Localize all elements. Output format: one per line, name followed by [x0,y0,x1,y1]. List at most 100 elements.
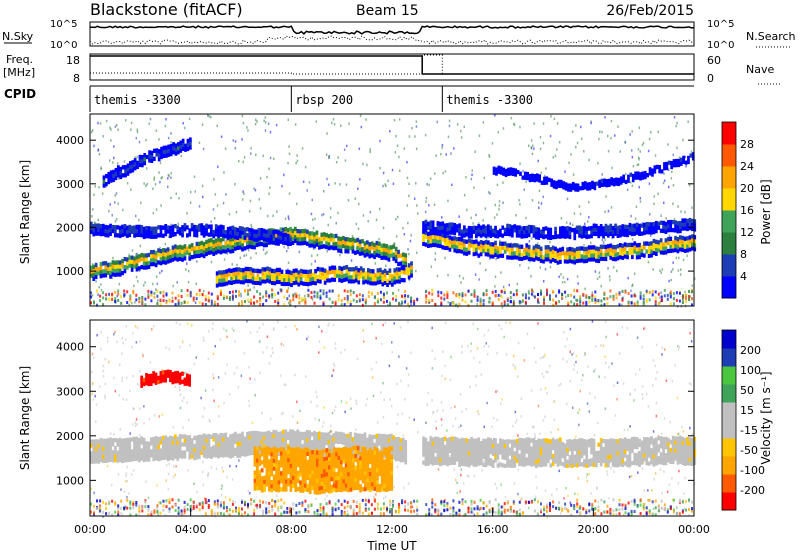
near-range-cell [497,509,500,513]
noise-cell [594,368,596,371]
data-cell [645,249,649,254]
data-cell [566,247,569,252]
data-cell [595,258,598,263]
noise-cell [269,156,272,160]
noise-cell [287,261,290,264]
near-range-cell [376,507,379,510]
noise-cell [441,500,444,504]
noise-cell [128,492,130,495]
near-range-cell [373,296,376,300]
near-range-cell [576,298,579,302]
near-range-cell [96,507,98,510]
data-cell [186,250,189,255]
data-cell [225,277,229,282]
near-range-cell [277,506,280,509]
noise-cell [493,510,496,514]
noise-cell [249,210,251,213]
noise-cell [95,280,97,283]
data-cell [326,274,329,279]
near-range-cell [612,294,615,298]
noise-cell [223,258,226,261]
noise-cell [549,265,552,269]
noise-cell [672,202,674,205]
data-cell [231,229,235,234]
near-range-cell [455,511,458,515]
data-cell [527,228,531,234]
noise-cell [365,118,367,121]
noise-cell [312,247,315,251]
data-cell [564,186,568,191]
data-cell [535,244,538,249]
data-cell [470,239,473,244]
data-cell [368,254,372,259]
data-cell [141,163,144,168]
data-cell [507,167,510,172]
data-cell [622,174,625,179]
data-cell [301,233,304,238]
data-cell [309,281,313,286]
data-cell [333,265,337,270]
near-range-cell [93,301,95,305]
noise-cell [472,322,474,326]
data-cell [152,226,156,231]
noise-cell [119,363,121,366]
near-range-cell [301,299,304,303]
near-range-cell [654,513,657,517]
data-cell [611,252,615,258]
data-cell [364,271,368,276]
noise-cell [241,138,243,141]
near-range-cell [558,300,561,304]
noise-cell [175,321,178,324]
near-range-cell [283,510,286,514]
data-cell [638,227,641,232]
data-cell [174,232,177,237]
noise-cell [477,222,480,225]
data-cell [133,225,136,230]
near-range-cell [367,512,370,516]
data-cell [530,248,533,254]
noise-cell [586,479,589,483]
noise-cell [590,492,592,495]
data-cell [568,234,572,240]
noise-cell [262,154,264,158]
data-cell [279,235,283,240]
noise-cell [359,114,362,118]
data-cell [307,277,310,283]
near-range-cell [527,291,530,295]
near-range-cell [222,512,225,516]
noise-cell [642,461,645,464]
noise-cell [532,144,534,147]
data-cell [106,270,110,275]
data-cell [354,238,357,243]
noise-cell [100,288,103,292]
noise-cell [460,281,462,284]
data-cell [117,169,120,174]
noise-cell [262,323,264,326]
data-cell [612,182,616,187]
data-cell [186,233,189,238]
near-range-cell [126,506,129,510]
data-cell [297,270,301,275]
data-cell [602,256,605,261]
data-cell [333,269,337,274]
data-cell [266,266,269,271]
noise-cell [157,513,159,516]
data-cell [516,169,520,175]
noise-cell [677,432,680,436]
noise-cell [207,357,210,361]
noise-cell [411,505,414,508]
near-range-cell [343,506,346,510]
data-cell [448,235,452,240]
noise-cell [447,199,449,203]
data-cell [321,267,325,272]
noise-cell [598,375,600,378]
data-cell [436,231,440,236]
near-range-cell [138,296,141,300]
data-cell [358,243,362,248]
near-range-cell [108,500,111,504]
data-cell [677,162,681,168]
noise-cell [128,303,130,307]
data-cell [250,232,254,237]
near-range-cell [407,502,410,506]
near-range-cell [497,298,500,301]
